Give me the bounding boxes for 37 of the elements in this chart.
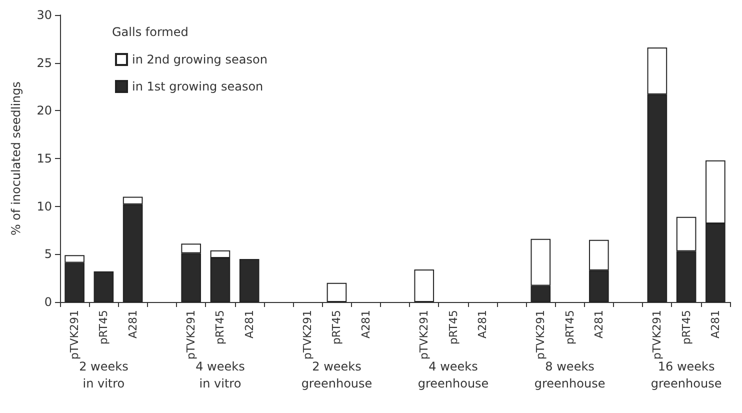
x-tick-label: pTVK291 xyxy=(184,310,198,360)
y-tick-label: 25 xyxy=(36,56,52,70)
text: 4 weeks in vitro xyxy=(196,360,245,390)
x-tick-label: pTVK291 xyxy=(68,310,82,360)
y-tick-label: 10 xyxy=(36,199,52,214)
x-tick-label: A281 xyxy=(476,310,489,339)
bar xyxy=(326,282,347,302)
x-tick-label: A281 xyxy=(592,310,606,339)
x-tick-label: A281 xyxy=(242,310,256,339)
y-tick-label: 20 xyxy=(36,104,52,118)
y-tick-label: 15 xyxy=(36,152,52,166)
x-tick-label: A281 xyxy=(126,310,140,339)
bar xyxy=(414,269,434,302)
y-axis-title: % of inoculated seedlings xyxy=(9,81,23,236)
x-tick-label: pTVK291 xyxy=(650,310,664,360)
x-tick-label: pTVK291 xyxy=(418,310,431,360)
legend-title: Galls formed xyxy=(112,25,188,39)
x-tick-label: pTVK291 xyxy=(301,310,314,360)
x-tick-label: pRT45 xyxy=(563,310,576,345)
y-tick-label: 0 xyxy=(44,295,52,309)
x-tick-label: pRT45 xyxy=(330,310,344,345)
x-tick-label: pRT45 xyxy=(446,310,460,345)
text: 8 weeks greenhouse xyxy=(534,360,606,390)
text: 2 weeks greenhouse xyxy=(301,360,372,390)
x-tick-label: pTVK291 xyxy=(534,310,548,360)
text: 4 weeks greenhouse xyxy=(418,360,489,390)
text: 2 weeks in vitro xyxy=(79,360,128,390)
x-tick-label: A281 xyxy=(708,310,722,339)
x-tick-label: pRT45 xyxy=(680,310,693,345)
text: 16 weeks greenhouse xyxy=(650,360,722,390)
legend-label: in 2nd growing season xyxy=(132,52,268,66)
x-tick-label: A281 xyxy=(359,310,372,339)
x-tick-label: pRT45 xyxy=(214,310,227,345)
y-tick-label: 30 xyxy=(36,8,52,22)
legend-label: in 1st growing season xyxy=(132,80,264,94)
x-tick-label: pRT45 xyxy=(97,310,110,345)
y-tick-label: 5 xyxy=(44,247,52,262)
